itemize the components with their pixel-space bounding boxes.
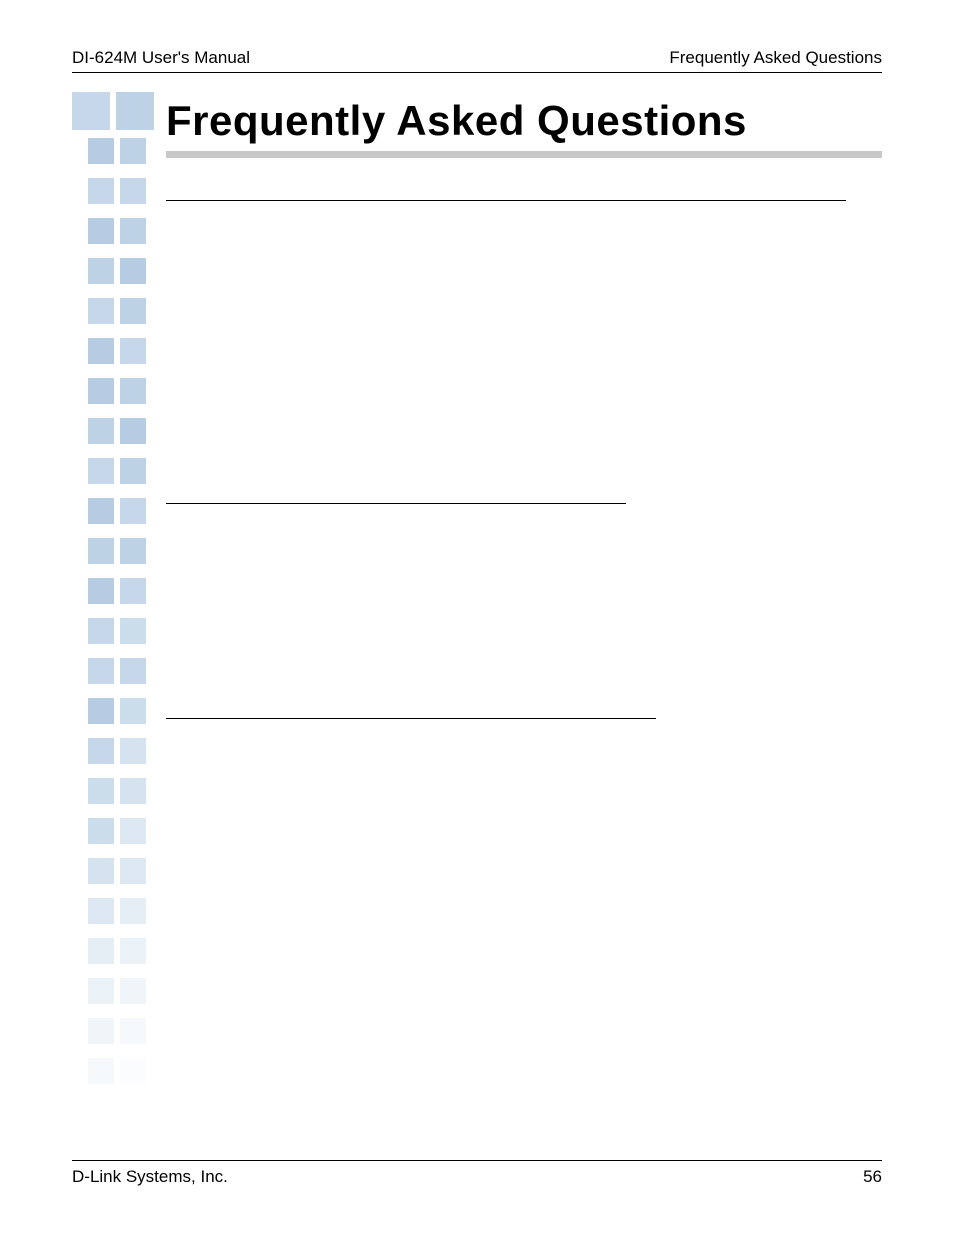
decor-row-small — [88, 818, 162, 844]
decor-square — [120, 538, 146, 564]
decor-square — [88, 418, 114, 444]
decor-square — [88, 378, 114, 404]
decor-square — [120, 378, 146, 404]
decor-square — [120, 218, 146, 244]
decor-square — [120, 978, 146, 1004]
decor-row-small — [88, 898, 162, 924]
decor-row-large — [72, 92, 162, 130]
decor-square — [120, 178, 146, 204]
decor-square — [120, 698, 146, 724]
page-header: DI-624M User's Manual Frequently Asked Q… — [72, 48, 882, 73]
decor-row-small — [88, 178, 162, 204]
decor-row-small — [88, 578, 162, 604]
decor-row-small — [88, 858, 162, 884]
decor-row-small — [88, 698, 162, 724]
decor-square — [88, 778, 114, 804]
decor-square — [120, 778, 146, 804]
content-area — [166, 200, 882, 719]
decor-square — [88, 538, 114, 564]
decor-square — [88, 458, 114, 484]
decor-square — [88, 298, 114, 324]
decor-square — [88, 978, 114, 1004]
decor-square — [120, 498, 146, 524]
decor-row-small — [88, 138, 162, 164]
decor-square — [120, 1018, 146, 1044]
decor-square — [120, 418, 146, 444]
decor-square — [120, 138, 146, 164]
decor-row-small — [88, 218, 162, 244]
section-divider-2 — [166, 503, 626, 504]
decor-square — [88, 658, 114, 684]
decor-square — [120, 738, 146, 764]
decor-square — [88, 138, 114, 164]
decor-square — [120, 1058, 146, 1084]
decor-square — [88, 1018, 114, 1044]
decor-row-small — [88, 618, 162, 644]
decor-square — [88, 698, 114, 724]
decor-row-small — [88, 778, 162, 804]
decor-row-small — [88, 738, 162, 764]
page-container: DI-624M User's Manual Frequently Asked Q… — [0, 0, 954, 1235]
decor-square — [120, 858, 146, 884]
decor-square — [88, 738, 114, 764]
page-title: Frequently Asked Questions — [166, 97, 882, 145]
header-right-text: Frequently Asked Questions — [669, 48, 882, 68]
page-footer: D-Link Systems, Inc. 56 — [72, 1160, 882, 1187]
decor-square — [88, 858, 114, 884]
decor-row-small — [88, 418, 162, 444]
decor-square — [120, 578, 146, 604]
decor-square — [120, 298, 146, 324]
decor-row-small — [88, 498, 162, 524]
decor-row-small — [88, 938, 162, 964]
decor-row-small — [88, 378, 162, 404]
decor-row-small — [88, 458, 162, 484]
section-divider-3 — [166, 718, 656, 719]
footer-page-number: 56 — [863, 1167, 882, 1187]
decor-square — [88, 578, 114, 604]
decor-square — [88, 1058, 114, 1084]
decor-square — [120, 338, 146, 364]
decor-row-small — [88, 658, 162, 684]
decor-square — [88, 258, 114, 284]
decor-square — [88, 218, 114, 244]
side-decoration — [72, 92, 162, 1098]
decor-square — [88, 938, 114, 964]
decor-square — [72, 92, 110, 130]
decor-square — [120, 258, 146, 284]
decor-row-small — [88, 338, 162, 364]
decor-square — [88, 618, 114, 644]
decor-square — [88, 338, 114, 364]
decor-row-small — [88, 298, 162, 324]
decor-square — [116, 92, 154, 130]
decor-square — [120, 898, 146, 924]
decor-square — [120, 818, 146, 844]
decor-square — [120, 618, 146, 644]
decor-row-small — [88, 538, 162, 564]
title-underline — [166, 151, 882, 158]
decor-square — [120, 658, 146, 684]
decor-row-small — [88, 1058, 162, 1084]
footer-company: D-Link Systems, Inc. — [72, 1167, 228, 1187]
decor-row-small — [88, 1018, 162, 1044]
decor-square — [88, 818, 114, 844]
decor-square — [120, 938, 146, 964]
decor-row-small — [88, 258, 162, 284]
header-left-text: DI-624M User's Manual — [72, 48, 250, 68]
section-divider-1 — [166, 200, 846, 201]
title-area: Frequently Asked Questions — [166, 97, 882, 158]
decor-square — [88, 898, 114, 924]
decor-square — [88, 178, 114, 204]
decor-row-small — [88, 978, 162, 1004]
decor-square — [88, 498, 114, 524]
decor-square — [120, 458, 146, 484]
